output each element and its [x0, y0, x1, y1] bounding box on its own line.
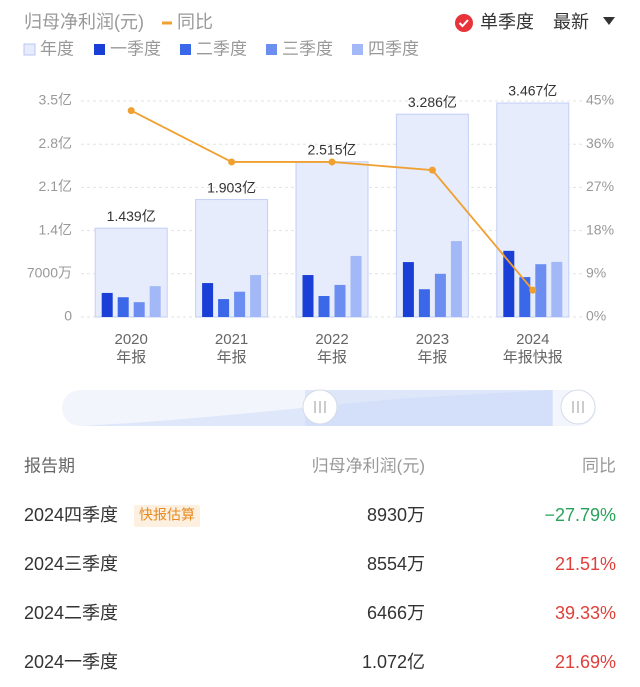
quarter-bar [133, 302, 145, 317]
x-tick-label: 2023 [416, 331, 449, 348]
quarter-bar [519, 277, 531, 317]
y2-tick-label: 9% [586, 265, 606, 281]
quarter-bar [250, 275, 262, 317]
x-tick-sublabel: 年报 [116, 349, 146, 366]
x-tick-sublabel: 年报 [417, 349, 447, 366]
tag-bg [134, 505, 200, 527]
y-tick-label: 1.4亿 [39, 221, 72, 237]
quarter-bar [434, 273, 446, 317]
yoy: −27.79% [544, 505, 616, 525]
quarter-bar [318, 296, 330, 317]
quarter-bar [117, 297, 129, 317]
x-tick-label: 2020 [115, 331, 148, 348]
legend-label: 三季度 [282, 39, 333, 58]
quarter-bar [503, 250, 515, 317]
table-header: 报告期 [24, 456, 75, 475]
quarter-bar [418, 289, 430, 317]
quarter-bar [450, 241, 462, 317]
handle-grip [314, 401, 326, 413]
legend-label: 一季度 [110, 39, 161, 58]
yoy-point [529, 286, 537, 294]
x-tick-label: 2022 [315, 331, 348, 348]
table-header: 同比 [582, 456, 616, 475]
y2-tick-label: 0% [586, 308, 606, 324]
profit: 1.072亿 [362, 652, 425, 672]
legend-label: 二季度 [196, 39, 247, 58]
yoy-point [228, 158, 236, 166]
slider-selection [305, 390, 553, 426]
period: 2024一季度 [24, 652, 118, 672]
profit: 8554万 [367, 554, 425, 574]
y2-tick-label: 18% [586, 221, 614, 237]
y-tick-label: 0 [64, 308, 72, 324]
value-label: 3.467亿 [508, 83, 557, 99]
handle-grip [572, 401, 584, 413]
x-tick-label: 2024 [516, 331, 549, 348]
profit: 8930万 [367, 505, 425, 525]
legend-label: 四季度 [368, 39, 419, 58]
x-tick-sublabel: 年报 [317, 349, 347, 366]
quarter-bar [551, 261, 563, 317]
yoy-point [127, 107, 135, 115]
y-tick-label: 7000万 [27, 265, 72, 281]
x-tick-sublabel: 年报快报 [503, 349, 563, 366]
x-tick-sublabel: 年报 [217, 349, 247, 366]
value-label: 3.286亿 [408, 94, 457, 110]
yoy: 39.33% [555, 603, 616, 623]
dropdown-arrow[interactable] [603, 17, 615, 25]
quarter-bar [350, 255, 362, 317]
check-icon [458, 19, 469, 28]
y-tick-label: 3.5亿 [39, 92, 72, 108]
tag: 快报估算 [139, 507, 195, 523]
x-tick-label: 2021 [215, 331, 248, 348]
legend-swatch [94, 44, 105, 55]
toggle-label[interactable]: 单季度 [480, 12, 534, 32]
value-label: 1.903亿 [207, 179, 256, 195]
y2-tick-label: 27% [586, 178, 614, 194]
period: 2024四季度 [24, 505, 118, 525]
legend-label: 年度 [40, 39, 74, 58]
quarter-bar [101, 292, 113, 317]
value-label: 1.439亿 [107, 208, 156, 224]
profit: 6466万 [367, 603, 425, 623]
legend-swatch [23, 43, 36, 56]
yoy: 21.51% [555, 554, 616, 574]
legend-label: 同比 [177, 12, 213, 32]
y-tick-label: 2.1亿 [39, 178, 72, 194]
table-header: 归母净利润(元) [312, 456, 425, 475]
y-tick-label: 2.8亿 [39, 135, 72, 151]
yoy-point [328, 158, 336, 166]
yoy-point [428, 166, 436, 174]
value-label: 2.515亿 [307, 141, 356, 157]
period: 2024二季度 [24, 603, 118, 623]
period: 2024三季度 [24, 554, 118, 574]
quarter-bar [402, 262, 414, 317]
quarter-bar [334, 284, 346, 317]
quarter-bar [149, 286, 161, 317]
quarter-bar [302, 275, 314, 317]
legend-swatch [352, 44, 363, 55]
quarter-bar [234, 291, 246, 317]
legend-swatch [266, 44, 277, 55]
legend-swatch [180, 44, 191, 55]
yoy: 21.69% [555, 652, 616, 672]
quarter-bar [218, 299, 230, 317]
quarter-bar [535, 264, 547, 317]
y2-tick-label: 36% [586, 135, 614, 151]
chart-title: 归母净利润(元) [24, 12, 144, 32]
period-select[interactable]: 最新 [553, 12, 589, 32]
y2-tick-label: 45% [586, 92, 614, 108]
quarter-bar [202, 283, 214, 317]
